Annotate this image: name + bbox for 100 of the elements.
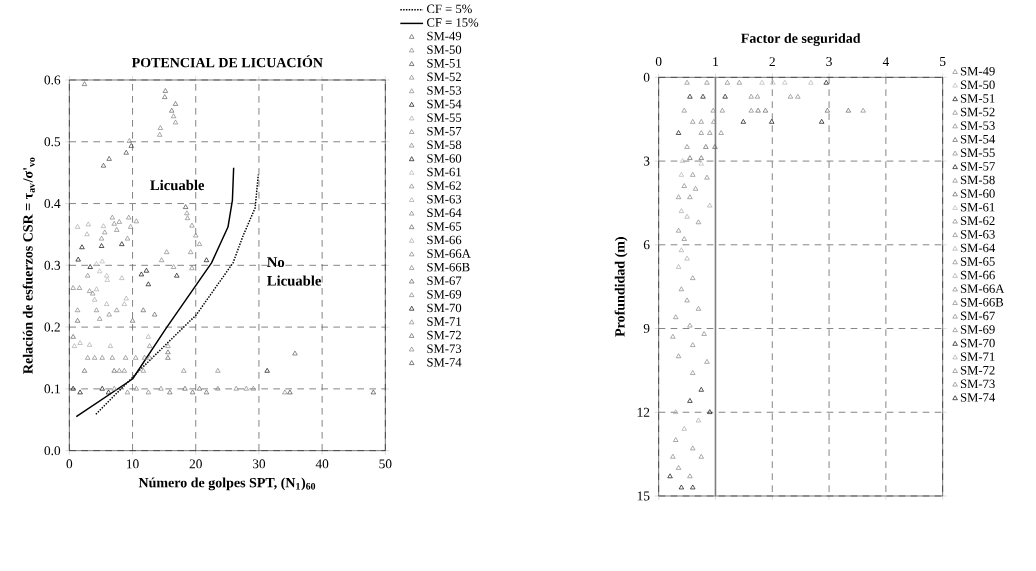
legend-label: SM-63: [960, 230, 995, 239]
legend-label: SM-71: [427, 317, 461, 326]
point: [91, 297, 98, 302]
legend-label: SM-52: [427, 72, 461, 82]
legend-label: SM-61: [960, 203, 995, 212]
point: [687, 94, 693, 99]
chart-title: POTENCIAL DE LICUACIÓN: [131, 55, 323, 68]
point: [98, 235, 105, 241]
point: [675, 228, 682, 233]
point: [704, 359, 710, 364]
point: [860, 107, 866, 113]
point: [675, 264, 682, 269]
point: [157, 125, 163, 131]
legend-label: SM-74: [427, 358, 462, 367]
point: [690, 370, 696, 376]
point: [102, 229, 108, 235]
point: [129, 318, 136, 323]
x-tick-label: 4: [882, 57, 889, 67]
point: [687, 398, 693, 403]
legend-label: SM-62: [960, 216, 995, 226]
point: [196, 386, 203, 391]
point: [81, 368, 88, 373]
point: [787, 94, 794, 99]
point: [695, 306, 702, 311]
point: [782, 80, 788, 85]
legend-label: SM-53: [427, 86, 462, 95]
legend-label: SM-51: [960, 94, 995, 103]
point: [99, 386, 105, 391]
point: [91, 355, 98, 360]
point: [90, 290, 96, 296]
point: [107, 343, 114, 349]
legend-label: SM-61: [427, 167, 461, 177]
point: [184, 210, 190, 216]
legend-label: SM-71: [960, 352, 995, 362]
point: [695, 219, 702, 225]
point: [174, 272, 180, 278]
point: [203, 257, 210, 263]
point: [215, 368, 221, 373]
legend-label: SM-66A: [960, 284, 1005, 294]
legend-label: SM-66: [960, 271, 995, 280]
point: [673, 437, 679, 443]
legend-label: SM-54: [427, 99, 462, 109]
point: [678, 208, 685, 214]
point: [718, 130, 724, 135]
point: [679, 158, 686, 163]
legend-label: SM-57: [960, 162, 995, 171]
point: [123, 295, 129, 301]
point: [165, 349, 171, 355]
point: [140, 307, 146, 313]
x-tick-label: 0: [66, 459, 73, 469]
point: [165, 355, 171, 360]
point: [690, 342, 696, 348]
point: [181, 368, 187, 373]
point: [724, 80, 731, 85]
point: [100, 163, 107, 168]
y-tick-label: 15: [637, 491, 650, 501]
point: [704, 174, 710, 180]
point: [233, 386, 239, 391]
point: [698, 130, 704, 135]
legend-label: SM-55: [427, 113, 462, 123]
point: [690, 445, 696, 451]
y-axis-title: Profundidad (m): [614, 237, 628, 337]
point: [124, 235, 131, 241]
point: [103, 272, 110, 278]
y-tick-label: 0.2: [44, 322, 60, 332]
point: [819, 119, 825, 124]
point: [104, 277, 110, 282]
y-tick-label: 6: [643, 240, 650, 250]
point: [158, 386, 164, 391]
legend-label: SM-72: [960, 366, 995, 375]
legend-label: CF = 15%: [426, 18, 479, 27]
y-tick-label: 0.5: [44, 137, 61, 147]
point: [710, 107, 716, 113]
x-tick-label: 30: [252, 459, 266, 469]
point: [167, 389, 173, 395]
point: [145, 334, 151, 339]
point: [687, 155, 693, 161]
point: [109, 355, 115, 360]
legend-label: SM-49: [960, 67, 995, 76]
x-tick-label: 1: [713, 57, 719, 67]
point: [740, 119, 746, 124]
point: [690, 275, 696, 281]
legend-label: SM-58: [960, 175, 995, 185]
point: [748, 94, 754, 99]
legend-label: SM-65: [427, 222, 462, 231]
point: [162, 88, 169, 93]
point: [681, 236, 687, 242]
point: [143, 268, 150, 273]
point: [70, 386, 76, 391]
point: [203, 389, 210, 395]
point: [182, 386, 188, 391]
annotation: No Licuable: [267, 257, 322, 286]
point: [146, 355, 153, 360]
point: [133, 218, 139, 224]
legend-label: SM-73: [427, 344, 462, 354]
point: [687, 194, 693, 200]
point: [707, 202, 713, 208]
point: [698, 387, 704, 392]
point: [162, 94, 168, 100]
point: [122, 355, 129, 360]
